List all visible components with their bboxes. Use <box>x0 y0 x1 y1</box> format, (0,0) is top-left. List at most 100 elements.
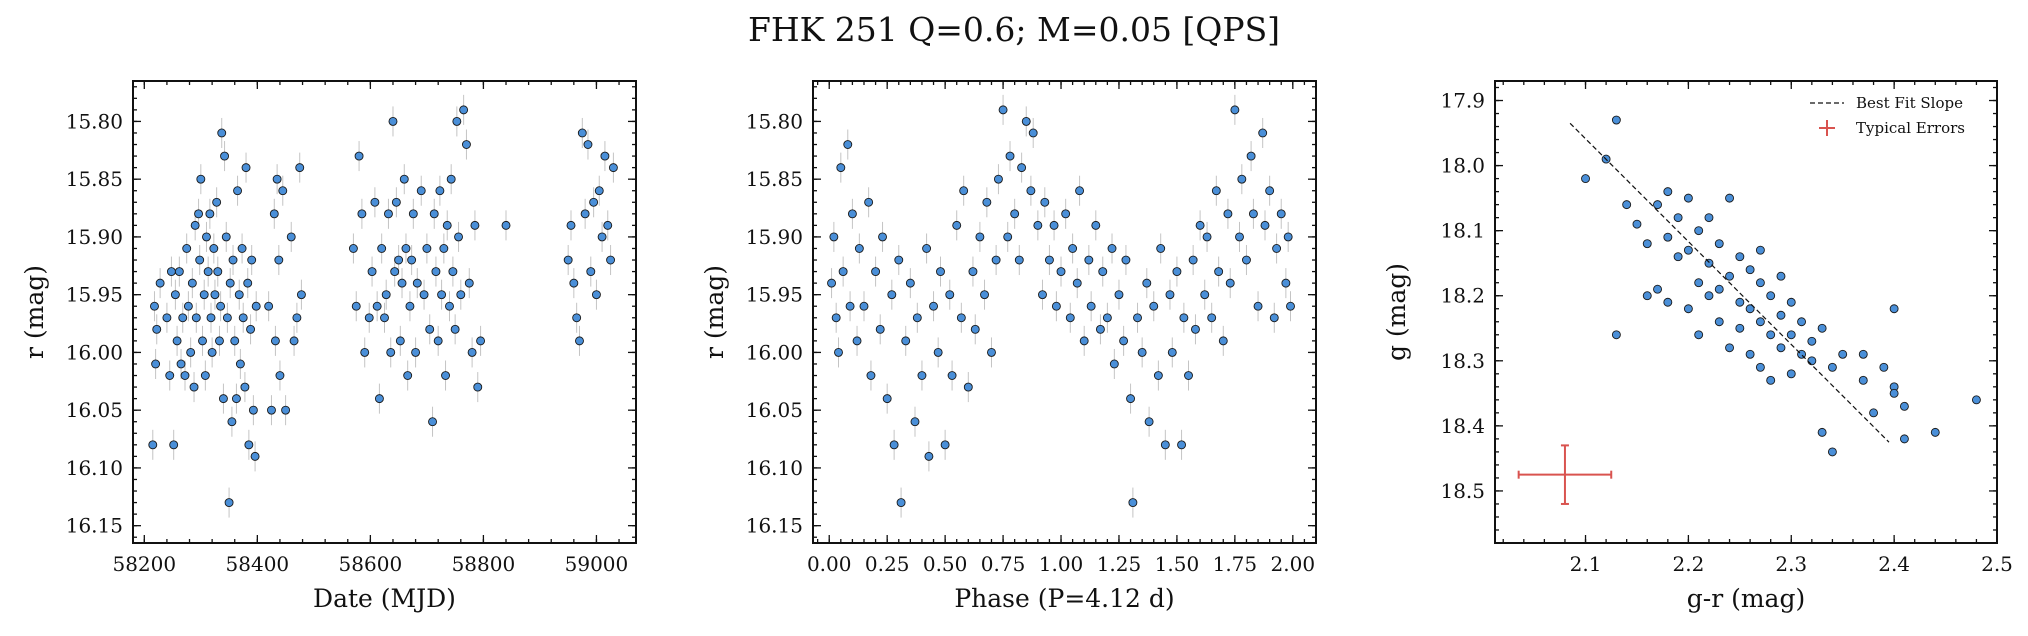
data-point <box>241 163 251 173</box>
data-point <box>566 220 576 230</box>
y-tick-label: 15.85 <box>66 167 123 191</box>
data-point <box>1745 304 1755 314</box>
data-point <box>422 244 432 253</box>
data-point <box>878 232 887 242</box>
y-tick-label: 18.5 <box>1440 479 1485 503</box>
data-point <box>395 336 405 346</box>
data-point <box>1735 252 1745 262</box>
data-point <box>240 382 250 392</box>
data-point <box>467 347 477 357</box>
data-point <box>202 232 211 242</box>
data-point <box>572 313 582 323</box>
data-point <box>1704 258 1714 268</box>
data-point <box>1172 267 1182 277</box>
data-point <box>186 347 196 357</box>
data-point <box>1817 323 1827 333</box>
data-point <box>1223 209 1233 219</box>
data-point <box>244 440 254 450</box>
data-point <box>391 197 401 207</box>
data-point <box>993 174 1003 184</box>
data-point <box>1075 186 1085 196</box>
points-2 <box>827 105 1295 508</box>
data-point <box>348 244 358 253</box>
data-point <box>1230 105 1240 115</box>
data-point <box>452 116 462 126</box>
data-point <box>829 232 839 242</box>
data-point <box>1766 291 1776 301</box>
data-point <box>227 417 237 427</box>
data-point <box>394 255 404 265</box>
data-point <box>439 244 449 253</box>
data-point <box>1735 297 1745 307</box>
data-point <box>210 290 220 300</box>
data-point <box>295 163 305 173</box>
data-point <box>401 244 411 253</box>
y-tick-label: 16.15 <box>66 514 123 538</box>
data-point <box>1786 297 1796 307</box>
data-point <box>1776 310 1786 320</box>
data-point <box>269 209 279 219</box>
y-axis-label: r (mag) <box>700 265 729 359</box>
data-point <box>975 232 985 242</box>
data-point <box>1225 278 1235 288</box>
data-point <box>441 371 450 380</box>
data-point <box>166 267 176 277</box>
y-tick-label: 16.05 <box>66 398 123 422</box>
data-point <box>866 371 876 380</box>
x-tick-label: 1.50 <box>1155 552 1200 576</box>
y-tick-label: 15.85 <box>746 167 803 191</box>
data-point <box>901 336 911 346</box>
data-point <box>843 140 853 149</box>
data-point <box>1899 434 1909 444</box>
data-point <box>251 301 261 311</box>
data-point <box>1114 290 1124 300</box>
data-point <box>1084 255 1094 265</box>
data-point <box>1200 290 1210 300</box>
data-point <box>956 313 966 323</box>
y-tick-label: 15.80 <box>66 109 123 133</box>
x-axis-label: Date (MJD) <box>313 584 456 613</box>
errorbars-2 <box>831 94 1292 518</box>
data-point <box>501 220 511 230</box>
data-point <box>228 255 238 265</box>
data-point <box>1072 278 1082 288</box>
data-point <box>1142 278 1152 288</box>
data-point <box>1725 343 1734 353</box>
data-point <box>1242 255 1251 265</box>
data-point <box>968 267 978 277</box>
data-point <box>1755 245 1765 255</box>
data-point <box>234 290 244 300</box>
data-point <box>1581 174 1590 184</box>
data-point <box>351 301 361 311</box>
data-point <box>600 151 610 161</box>
data-point <box>1191 324 1200 334</box>
x-tick-label: 58600 <box>339 552 403 576</box>
y-tick-label: 16.00 <box>66 340 123 364</box>
data-point <box>437 290 447 300</box>
data-point <box>1725 271 1734 281</box>
data-point <box>959 186 969 196</box>
data-point <box>1879 362 1889 372</box>
data-point <box>216 301 226 311</box>
legend: Best Fit Slope Typical Errors <box>1810 94 1965 137</box>
data-point <box>1040 197 1050 207</box>
data-point <box>1281 278 1291 288</box>
data-point <box>390 267 400 277</box>
data-point <box>407 255 417 265</box>
data-point <box>1246 151 1256 161</box>
data-point <box>1051 301 1061 311</box>
data-point <box>454 232 463 242</box>
data-point <box>1033 220 1043 230</box>
data-point <box>905 278 915 288</box>
data-point <box>827 278 836 288</box>
data-point <box>1817 427 1827 437</box>
y-tick-label: 16.10 <box>66 456 123 480</box>
x-tick-label: 2.3 <box>1775 552 1807 576</box>
data-point <box>963 382 973 392</box>
data-point <box>456 290 466 300</box>
data-point <box>852 336 862 346</box>
data-point <box>461 140 471 149</box>
data-point <box>267 405 276 415</box>
x-tick-label: 0.50 <box>923 552 968 576</box>
